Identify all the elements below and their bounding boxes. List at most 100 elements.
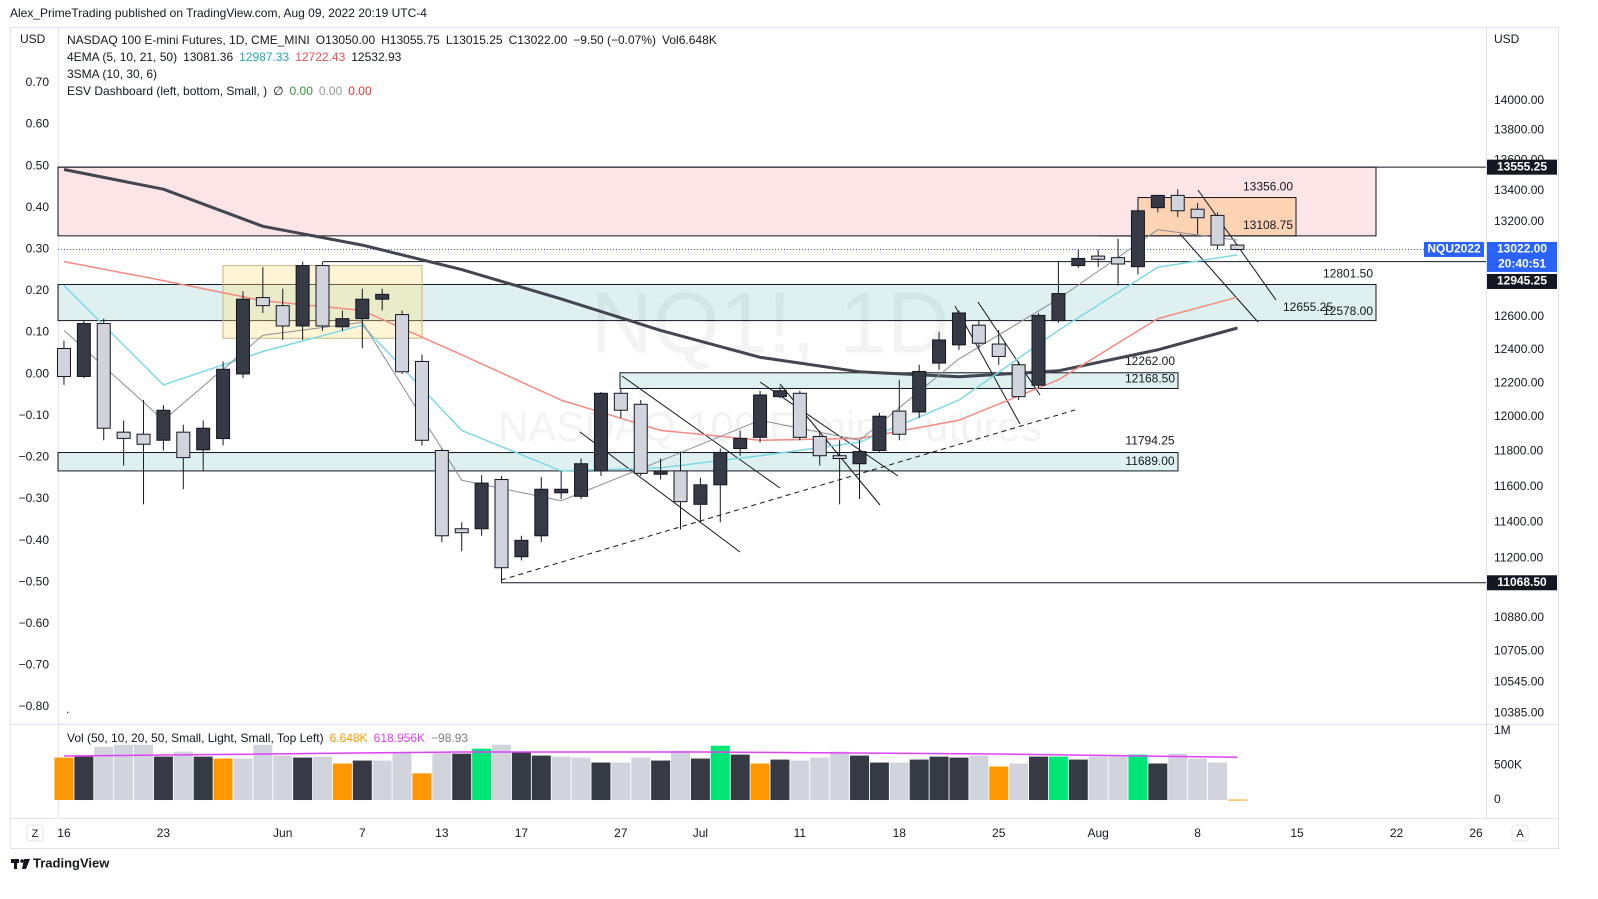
- legend-item: 3SMA (10, 30, 6): [67, 67, 157, 81]
- x-tick-label: 27: [614, 826, 628, 840]
- legend-item: 0.00: [290, 84, 314, 98]
- volume: [54, 744, 1247, 801]
- footer-brand: TradingView: [33, 855, 110, 870]
- price-label: 11794.25: [1125, 434, 1174, 448]
- button-label[interactable]: A: [1516, 828, 1524, 840]
- legend-item: 618.956K: [374, 731, 425, 745]
- legend-item: 12532.93: [351, 50, 401, 64]
- x-tick-label: 13: [435, 826, 449, 840]
- volume-bar: [253, 744, 273, 801]
- price-label: 13356.00: [1243, 180, 1293, 194]
- candle-body: [653, 470, 668, 475]
- ema-line: [63, 168, 1238, 379]
- volume-bar: [1128, 754, 1148, 801]
- volume-bar: [869, 762, 889, 801]
- x-tick-label: 18: [893, 826, 907, 840]
- x-tick-label: 22: [1390, 826, 1404, 840]
- candle-body: [1210, 214, 1225, 246]
- candle-body: [892, 410, 907, 435]
- volume-bar: [830, 751, 850, 801]
- candle-body: [1111, 257, 1126, 265]
- candle-body: [315, 265, 330, 327]
- candle-body: [932, 339, 947, 364]
- candle-body: [534, 488, 549, 537]
- legend-item: −9.50 (−0.07%): [573, 33, 656, 47]
- y-tick-label: 11800.00: [1494, 444, 1543, 458]
- candle-body: [474, 482, 489, 530]
- volume-tick-label: 0: [1494, 792, 1501, 806]
- candle-body: [156, 409, 171, 441]
- candle-body: [116, 431, 131, 439]
- candle-body: [633, 403, 648, 474]
- legend-item: L13015.25: [446, 33, 503, 47]
- y-tick-label: 11600.00: [1494, 479, 1543, 493]
- volume-bar: [1088, 756, 1108, 801]
- candle-body: [514, 539, 529, 558]
- candle-body: [753, 394, 768, 438]
- price-label: 13108.75: [1243, 218, 1293, 232]
- candle-body: [1150, 194, 1165, 209]
- volume-bar: [432, 752, 452, 801]
- candle-body: [991, 343, 1006, 357]
- volume-bar: [233, 758, 253, 801]
- y-tick-label: 10385.00: [1494, 706, 1544, 720]
- button-z[interactable]: Z: [26, 824, 44, 842]
- left-unit: USD: [20, 32, 46, 46]
- channel-line: [977, 301, 1041, 396]
- volume-bar: [710, 745, 730, 801]
- candle-body: [832, 455, 847, 460]
- esv-marker: .: [66, 702, 69, 716]
- candle-body: [275, 305, 290, 327]
- volume-bar: [889, 762, 909, 801]
- symbol-badge-label: NQU2022: [1427, 242, 1481, 256]
- candle-body: [1230, 244, 1245, 250]
- legend-row: NASDAQ 100 E-mini Futures, 1D, CME_MINI O…: [67, 33, 717, 47]
- volume-bar: [651, 760, 671, 801]
- y2-tick-label: 0.00: [26, 366, 50, 380]
- y2-tick-label: 0.70: [26, 75, 50, 89]
- volume-bar: [750, 763, 770, 801]
- legend-item: NASDAQ 100 E-mini Futures, 1D, CME_MINI: [67, 33, 310, 47]
- x-tick-label: Jul: [693, 826, 708, 840]
- volume-bar: [74, 756, 94, 801]
- volume-bar: [293, 757, 313, 801]
- button-frame[interactable]: [1511, 824, 1529, 842]
- volume-bar: [671, 750, 691, 801]
- y-tick-label: 12400.00: [1494, 342, 1544, 356]
- candle-body: [951, 312, 966, 346]
- logo-part: [22, 859, 30, 869]
- price-label: 12655.25: [1283, 300, 1333, 314]
- y2-tick-label: −0.10: [19, 408, 50, 422]
- volume-bar: [1168, 753, 1188, 801]
- volume-bar: [1029, 756, 1049, 801]
- legend-item: Vol6.648K: [662, 33, 717, 47]
- volume-bar: [54, 757, 74, 801]
- y2-tick-label: 0.20: [26, 283, 50, 297]
- candle-body: [196, 427, 211, 451]
- candle-body: [454, 528, 469, 534]
- y-tick-label: 12600.00: [1494, 309, 1544, 323]
- volume-bar: [392, 752, 412, 801]
- price-box: [1487, 159, 1557, 175]
- candle-body: [1170, 194, 1185, 212]
- button-label[interactable]: Z: [32, 828, 39, 840]
- button-a[interactable]: A: [1511, 824, 1529, 842]
- button-frame[interactable]: [26, 824, 44, 842]
- legend-item: C13022.00: [509, 33, 568, 47]
- channel-line: [759, 381, 899, 477]
- trend-line: [500, 409, 1076, 581]
- candle-body: [733, 437, 748, 450]
- volume-bar: [909, 759, 929, 801]
- candle-body: [1071, 257, 1086, 267]
- volume-bar: [213, 758, 233, 801]
- legend-item: 12987.33: [239, 50, 289, 64]
- volume-bar: [492, 744, 512, 801]
- volume-bar: [989, 766, 1009, 801]
- volume-bar: [929, 756, 949, 801]
- volume-bar: [531, 755, 551, 801]
- volume-bar: [313, 756, 333, 801]
- volume-bar: [611, 762, 631, 801]
- candle-body: [136, 433, 151, 445]
- legend: NASDAQ 100 E-mini Futures, 1D, CME_MINI O…: [66, 33, 717, 745]
- legend-item: O13050.00: [316, 33, 376, 47]
